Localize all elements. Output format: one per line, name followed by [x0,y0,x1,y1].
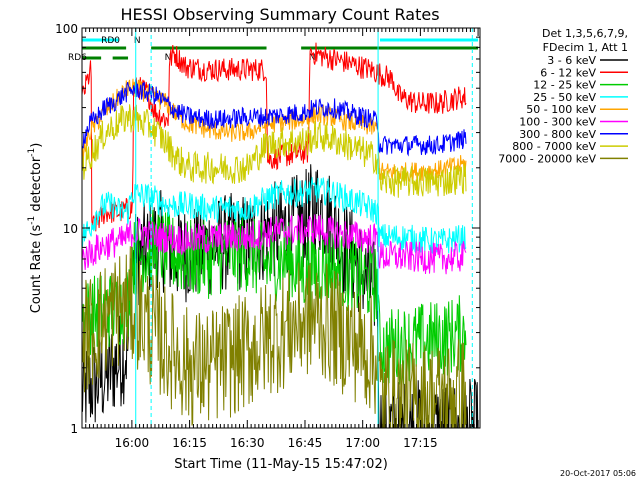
legend-entry-label: 6 - 12 keV [540,66,596,79]
series-line-2 [82,42,467,232]
x-tick-label: 17:00 [345,436,380,450]
series-line-9 [82,246,467,428]
y-axis-label-part-3: ) [29,143,44,148]
flag-label: N [134,36,141,46]
x-tick-label: 16:45 [288,436,323,450]
legend-header-2: FDecim 1, Att 1 [543,41,628,54]
y-axis-label-part-1: Count Rate (s [29,225,44,314]
series-line-4 [82,177,467,255]
x-tick-label: 17:15 [403,436,438,450]
legend-header-1: Det 1,3,5,6,7,9, [542,27,628,40]
flag-label: RD0 [101,36,120,46]
series-line-6 [82,213,467,275]
legend-entry-label: 25 - 50 keV [533,91,596,104]
series-line-8 [82,104,467,198]
flag-label: RD6 [68,53,87,63]
x-axis: 16:00 16:15 16:30 16:45 17:00 17:15 [85,28,479,450]
x-tick-label: 16:15 [172,436,207,450]
series-line-1 [82,164,479,428]
series-line-5 [82,78,467,183]
series-line-7 [82,79,467,157]
flag-label: N [165,53,172,63]
series-line-3 [82,209,467,385]
x-axis-label: Start Time (11-May-15 15:47:02) [174,457,388,472]
legend-entry-label: 3 - 6 keV [547,54,596,67]
legend-entry-label: 12 - 25 keV [533,79,596,92]
y-axis-label-sup-2: -1 [27,148,37,157]
x-tick-label: 16:30 [230,436,265,450]
legend-entry-label: 300 - 800 keV [519,128,596,141]
y-tick-label: 100 [55,22,78,36]
chart-title: HESSI Observing Summary Count Rates [120,5,439,24]
y-axis: 1 10 100 [55,22,480,436]
y-tick-label: 1 [70,422,78,436]
y-axis-label-sup-1: -1 [27,216,37,225]
flag-label: N [309,53,316,63]
legend-entry-label: 100 - 300 keV [519,116,596,129]
y-tick-label: 10 [63,222,78,236]
legend-entry-label: 50 - 100 keV [526,103,596,116]
legend: Det 1,3,5,6,7,9, FDecim 1, Att 1 3 - 6 k… [498,27,628,165]
footer-timestamp: 20-Oct-2017 05:06 [560,469,636,478]
annotation-layer: RD0 RD6 N N N [68,36,479,63]
y-axis-label: Count Rate (s-1 detector-1) [27,143,44,314]
y-axis-label-part-2: detector [29,156,44,216]
legend-entry-label: 800 - 7000 keV [512,140,596,153]
series-layer [82,42,479,428]
x-tick-label: 16:00 [115,436,150,450]
legend-entry-label: 7000 - 20000 keV [498,152,596,165]
